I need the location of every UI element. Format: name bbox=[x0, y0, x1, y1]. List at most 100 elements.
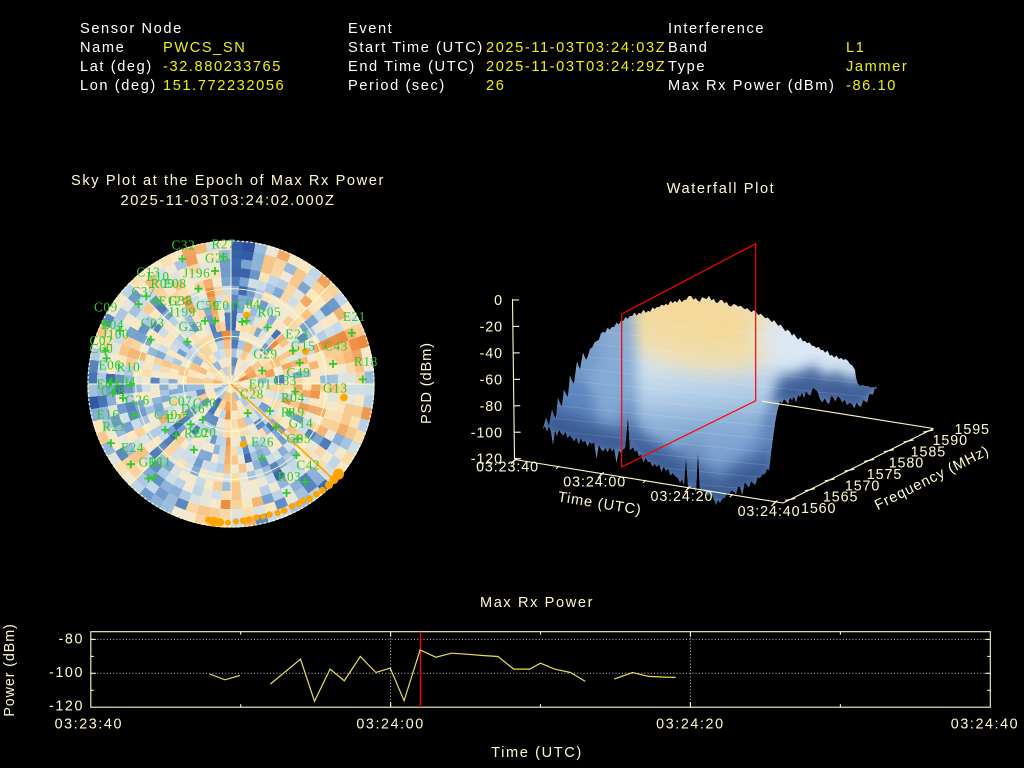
svg-text:C03: C03 bbox=[141, 316, 165, 331]
svg-text:Event: Event bbox=[348, 21, 393, 37]
svg-text:Sky Plot at the Epoch of Max R: Sky Plot at the Epoch of Max Rx Power bbox=[71, 173, 385, 189]
svg-text:R11: R11 bbox=[148, 454, 171, 469]
svg-text:C04: C04 bbox=[237, 297, 261, 312]
svg-text:Max Rx Power: Max Rx Power bbox=[480, 595, 594, 611]
svg-text:Sensor Node: Sensor Node bbox=[80, 21, 183, 37]
svg-text:E06: E06 bbox=[99, 358, 122, 373]
svg-text:1590: 1590 bbox=[933, 433, 968, 449]
svg-text:Band: Band bbox=[668, 40, 708, 56]
svg-text:C01: C01 bbox=[213, 298, 237, 313]
svg-text:E10: E10 bbox=[147, 269, 170, 284]
svg-text:R05: R05 bbox=[258, 305, 282, 320]
svg-text:L1: L1 bbox=[846, 40, 865, 56]
svg-text:R20: R20 bbox=[184, 426, 208, 441]
svg-text:End Time (UTC): End Time (UTC) bbox=[348, 59, 476, 75]
svg-text:J196: J196 bbox=[183, 266, 210, 281]
svg-text:D16: D16 bbox=[181, 401, 206, 416]
svg-text:Period (sec): Period (sec) bbox=[348, 78, 446, 94]
svg-text:R27: R27 bbox=[212, 237, 236, 252]
svg-text:-120: -120 bbox=[49, 699, 84, 715]
svg-text:Max Rx Power (dBm): Max Rx Power (dBm) bbox=[668, 78, 835, 94]
svg-text:C09: C09 bbox=[94, 300, 118, 315]
svg-text:C28: C28 bbox=[240, 386, 264, 401]
svg-text:03:24:20: 03:24:20 bbox=[650, 489, 713, 505]
svg-text:R10: R10 bbox=[117, 360, 141, 375]
svg-text:03:23:40: 03:23:40 bbox=[55, 717, 123, 733]
svg-text:E04: E04 bbox=[101, 317, 124, 332]
svg-text:C37: C37 bbox=[132, 284, 156, 299]
svg-text:R21: R21 bbox=[102, 419, 126, 434]
svg-text:G26: G26 bbox=[125, 392, 150, 407]
svg-text:-120: -120 bbox=[471, 452, 503, 468]
svg-text:-80: -80 bbox=[59, 632, 84, 648]
svg-text:-40: -40 bbox=[480, 346, 503, 362]
svg-text:C13: C13 bbox=[137, 265, 161, 280]
svg-text:J199: J199 bbox=[169, 305, 196, 320]
svg-text:03:24:00: 03:24:00 bbox=[356, 717, 424, 733]
svg-text:G14: G14 bbox=[289, 416, 314, 431]
svg-text:G38: G38 bbox=[168, 293, 193, 308]
svg-text:E23: E23 bbox=[285, 327, 308, 342]
svg-text:03:24:40: 03:24:40 bbox=[951, 717, 1019, 733]
svg-text:2025-11-03T03:24:29Z: 2025-11-03T03:24:29Z bbox=[486, 59, 666, 75]
svg-text:1560: 1560 bbox=[801, 501, 836, 517]
svg-text:-100: -100 bbox=[49, 665, 84, 681]
svg-text:C32: C32 bbox=[172, 238, 196, 253]
svg-text:R03: R03 bbox=[278, 469, 302, 484]
svg-text:E21: E21 bbox=[343, 309, 366, 324]
svg-text:E24: E24 bbox=[121, 440, 144, 455]
svg-text:Interference: Interference bbox=[668, 21, 765, 37]
svg-text:PWCS_SN: PWCS_SN bbox=[163, 40, 246, 56]
svg-text:R09: R09 bbox=[151, 276, 175, 291]
svg-text:Jammer: Jammer bbox=[846, 59, 908, 75]
svg-text:E01: E01 bbox=[249, 376, 272, 391]
svg-text:E08: E08 bbox=[164, 276, 187, 291]
svg-text:G16: G16 bbox=[139, 454, 164, 469]
svg-text:PSD (dBm): PSD (dBm) bbox=[419, 342, 435, 424]
svg-text:G23: G23 bbox=[179, 319, 204, 334]
svg-text:1585: 1585 bbox=[911, 444, 946, 460]
svg-text:0: 0 bbox=[494, 293, 503, 309]
svg-text:03:24:40: 03:24:40 bbox=[738, 504, 801, 520]
svg-text:2025-11-03T03:24:02.000Z: 2025-11-03T03:24:02.000Z bbox=[120, 193, 335, 209]
svg-text:E26: E26 bbox=[251, 435, 274, 450]
svg-text:E01: E01 bbox=[97, 377, 120, 392]
svg-text:C49: C49 bbox=[287, 365, 311, 380]
svg-text:Time (UTC): Time (UTC) bbox=[491, 745, 583, 761]
svg-text:R18: R18 bbox=[354, 354, 378, 369]
svg-text:1570: 1570 bbox=[845, 478, 880, 494]
svg-text:-80: -80 bbox=[480, 399, 503, 415]
svg-text:C33: C33 bbox=[273, 373, 297, 388]
svg-text:C02: C02 bbox=[90, 333, 114, 348]
svg-text:26: 26 bbox=[486, 78, 505, 94]
svg-text:E16: E16 bbox=[97, 407, 120, 422]
svg-text:1580: 1580 bbox=[889, 456, 924, 472]
svg-text:1575: 1575 bbox=[867, 467, 902, 483]
svg-text:C40: C40 bbox=[193, 396, 217, 411]
svg-text:R04: R04 bbox=[281, 390, 305, 405]
svg-text:151.772232056: 151.772232056 bbox=[163, 78, 285, 94]
svg-text:C42: C42 bbox=[296, 458, 320, 473]
svg-text:Start Time (UTC): Start Time (UTC) bbox=[348, 40, 484, 56]
svg-text:-100: -100 bbox=[471, 425, 503, 441]
svg-text:C60: C60 bbox=[90, 341, 114, 356]
svg-text:G13: G13 bbox=[323, 381, 348, 396]
svg-text:03:24:20: 03:24:20 bbox=[656, 717, 724, 733]
svg-text:1595: 1595 bbox=[955, 422, 990, 438]
svg-text:1565: 1565 bbox=[823, 490, 858, 506]
svg-text:03:24:00: 03:24:00 bbox=[563, 474, 626, 490]
svg-text:Waterfall Plot: Waterfall Plot bbox=[667, 181, 776, 197]
svg-text:Lon (deg): Lon (deg) bbox=[80, 78, 157, 94]
svg-text:C07: C07 bbox=[169, 394, 193, 409]
svg-text:Lat (deg): Lat (deg) bbox=[80, 59, 153, 75]
svg-text:-86.10: -86.10 bbox=[846, 78, 897, 94]
svg-text:E12: E12 bbox=[159, 294, 182, 309]
svg-text:E20: E20 bbox=[194, 425, 217, 440]
svg-text:2025-11-03T03:24:03Z: 2025-11-03T03:24:03Z bbox=[486, 40, 666, 56]
svg-text:C59: C59 bbox=[196, 298, 220, 313]
svg-text:E27: E27 bbox=[166, 411, 189, 426]
svg-text:Power (dBm): Power (dBm) bbox=[2, 623, 18, 716]
svg-text:03:23:40: 03:23:40 bbox=[476, 460, 539, 476]
svg-text:G29: G29 bbox=[253, 347, 278, 362]
svg-text:Name: Name bbox=[80, 40, 125, 56]
